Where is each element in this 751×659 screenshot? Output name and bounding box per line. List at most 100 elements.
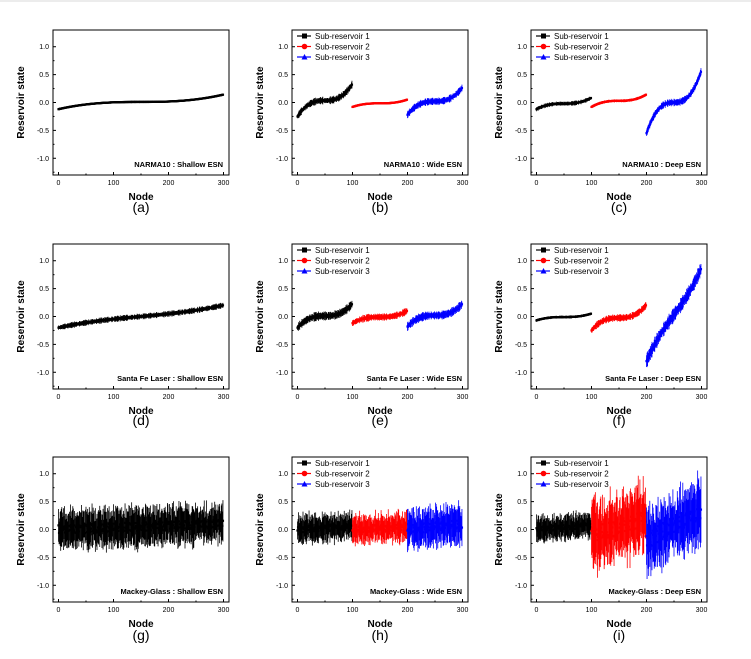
data-point <box>645 132 648 135</box>
data-point <box>589 312 593 315</box>
series-1 <box>296 80 354 119</box>
data-point <box>648 124 651 127</box>
data-point <box>69 523 72 527</box>
x-tick-label: 0 <box>57 394 61 401</box>
data-point <box>411 530 414 533</box>
data-point <box>165 529 168 532</box>
data-point <box>304 525 307 528</box>
series-1 <box>535 312 593 322</box>
data-point <box>303 527 306 531</box>
data-point <box>299 529 302 532</box>
legend-label: Sub-reservoir 1 <box>554 32 609 41</box>
data-point <box>108 529 111 532</box>
data-point <box>397 523 400 526</box>
panel-c: 1.0 0.5 0.0 -0.5 -1.0 0 100 200 300 Node Reservoir… <box>494 29 708 215</box>
data-point <box>219 520 222 523</box>
data-point <box>329 523 333 526</box>
data-layer <box>296 500 464 553</box>
data-point <box>347 524 350 528</box>
data-point <box>126 525 129 528</box>
data-point <box>425 522 428 526</box>
data-layer <box>57 93 225 111</box>
series-3 <box>645 263 703 368</box>
data-point <box>354 526 357 529</box>
data-point <box>180 522 183 525</box>
data-point <box>307 528 310 532</box>
data-point <box>419 528 422 532</box>
legend-marker-square <box>541 33 546 39</box>
panel-letter: (a) <box>132 199 149 215</box>
data-point <box>411 523 415 527</box>
x-axis-label: Node <box>129 406 154 417</box>
data-point <box>695 82 698 85</box>
data-point <box>408 526 411 529</box>
data-point <box>319 526 322 530</box>
y-axis-label: Reservoir state <box>494 280 505 353</box>
data-point <box>430 529 433 532</box>
x-axis-label: Node <box>368 406 393 417</box>
data-point <box>70 526 73 529</box>
y-tick-label: 0.0 <box>39 527 49 534</box>
legend-marker-triangle <box>301 54 308 60</box>
y-tick-label: 0.5 <box>278 72 288 79</box>
y-tick-label: -0.5 <box>276 128 288 135</box>
series-2 <box>590 302 648 333</box>
data-point <box>343 524 346 527</box>
data-point <box>130 529 133 532</box>
data-point <box>699 72 702 75</box>
x-tick-label: 200 <box>641 180 653 187</box>
series-2 <box>351 308 409 326</box>
data-point <box>318 525 321 528</box>
y-tick-label: 1.0 <box>517 258 527 265</box>
data-point <box>72 527 75 530</box>
data-point <box>158 528 161 531</box>
data-point <box>414 530 417 533</box>
data-point <box>90 523 94 527</box>
y-tick-label: -1.0 <box>276 156 288 163</box>
data-point <box>211 520 214 523</box>
x-axis-label: Node <box>129 192 154 203</box>
data-point <box>182 524 185 527</box>
data-point <box>296 529 299 532</box>
data-point <box>425 527 428 530</box>
data-point <box>119 523 122 526</box>
data-point <box>649 351 652 354</box>
data-point <box>310 525 313 528</box>
data-point <box>200 525 203 528</box>
data-point <box>76 530 79 533</box>
data-point <box>387 523 390 526</box>
data-point <box>94 528 97 532</box>
data-point <box>196 519 199 522</box>
data-point <box>405 523 409 526</box>
data-point <box>321 524 324 528</box>
series-1 <box>296 300 354 331</box>
data-point <box>143 529 146 532</box>
panel-g: 1.0 0.5 0.0 -0.5 -1.0 0 100 200 300 Node Reservoir… <box>16 456 230 643</box>
legend-marker-circle <box>301 43 308 50</box>
data-point <box>61 526 64 529</box>
data-point <box>187 521 190 524</box>
x-axis-label: Node <box>368 192 393 203</box>
data-point <box>418 526 421 529</box>
data-point <box>171 521 174 525</box>
x-tick-label: 100 <box>108 394 120 401</box>
data-point <box>408 528 411 531</box>
data-point <box>164 520 167 523</box>
data-layer <box>57 302 225 330</box>
data-point <box>156 523 159 526</box>
data-point <box>177 520 181 523</box>
y-tick-label: 0.5 <box>39 499 49 506</box>
data-point <box>333 528 336 532</box>
y-tick-label: 0.0 <box>39 100 49 107</box>
data-point <box>355 528 358 531</box>
data-point <box>353 528 356 531</box>
data-point <box>57 531 61 535</box>
y-tick-label: 0.0 <box>278 100 288 107</box>
data-point <box>129 523 132 526</box>
data-point <box>359 526 362 530</box>
data-point <box>83 531 86 535</box>
data-point <box>180 519 183 523</box>
data-point <box>185 519 188 523</box>
data-point <box>696 80 699 83</box>
data-point <box>185 521 188 524</box>
